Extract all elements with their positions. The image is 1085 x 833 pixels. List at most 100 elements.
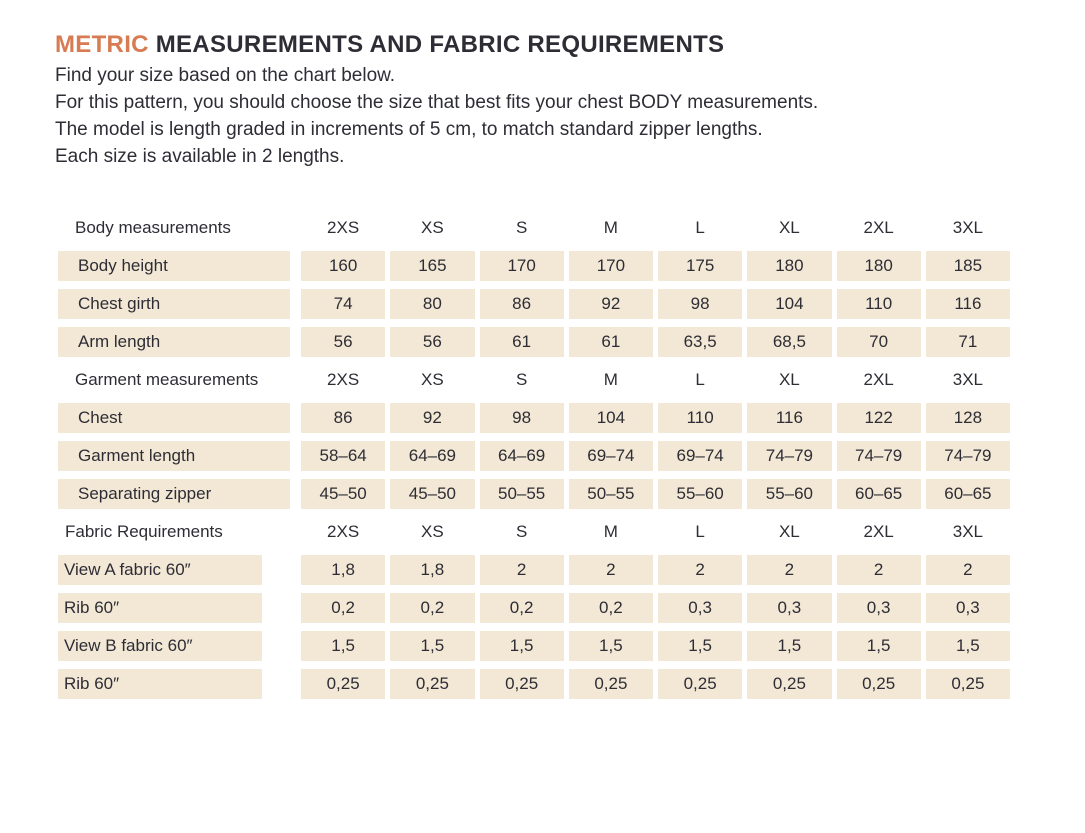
size-header: 2XS (327, 218, 360, 237)
size-header: 2XS (327, 522, 360, 541)
value-cell: 0,3 (747, 593, 832, 623)
value-cell: 64–69 (390, 441, 475, 471)
value-cell: 98 (658, 289, 743, 319)
size-header: 2XL (863, 522, 894, 541)
value-cell: 1,8 (390, 555, 475, 585)
section-header-label: Body measurements (75, 218, 231, 237)
value-cell: 116 (925, 289, 1010, 319)
value-cell: 60–65 (925, 479, 1010, 509)
value-cell: 60–65 (836, 479, 921, 509)
section-header-label: Garment measurements (75, 370, 259, 389)
value-cell: 0,3 (925, 593, 1010, 623)
value-cell: 92 (568, 289, 653, 319)
value-cell: 170 (568, 251, 653, 281)
table-row: View A fabric 60″ 1,8 1,8 2 2 2 2 2 2 (58, 555, 1010, 585)
intro-text: Find your size based on the chart below.… (55, 62, 818, 170)
value-cell: 0,25 (568, 669, 653, 699)
value-cell: 0,25 (390, 669, 475, 699)
size-table: Body measurements 2XS XS S M L XL 2XL 3XL Body he… (58, 213, 1010, 707)
row-label: View A fabric 60″ (58, 555, 262, 585)
size-header: 2XL (863, 218, 894, 237)
value-cell: 92 (390, 403, 475, 433)
page-title: METRIC MEASUREMENTS AND FABRIC REQUIREME… (55, 31, 724, 59)
section-header-row: Body measurements 2XS XS S M L XL 2XL 3XL (58, 213, 1010, 243)
value-cell: 180 (747, 251, 832, 281)
size-header: L (695, 370, 705, 389)
value-cell: 160 (301, 251, 386, 281)
value-cell: 69–74 (568, 441, 653, 471)
table-row: View B fabric 60″ 1,5 1,5 1,5 1,5 1,5 1,5 1,5 1,… (58, 631, 1010, 661)
table-row: Garment length 58–64 64–69 64–69 69–74 69–74 7… (58, 441, 1010, 471)
value-cell: 55–60 (658, 479, 743, 509)
size-header: 3XL (952, 218, 983, 237)
value-cell: 0,2 (568, 593, 653, 623)
table-row: Body height 160 165 170 170 175 180 180 185 (58, 251, 1010, 281)
section-header-row: Fabric Requirements 2XS XS S M L XL 2XL 3XL (58, 517, 1010, 547)
value-cell: 2 (836, 555, 921, 585)
size-header: S (515, 370, 528, 389)
value-cell: 1,5 (658, 631, 743, 661)
value-cell: 74–79 (925, 441, 1010, 471)
size-header: XL (778, 370, 800, 389)
value-cell: 86 (479, 289, 564, 319)
value-cell: 45–50 (390, 479, 475, 509)
table-row: Separating zipper 45–50 45–50 50–55 50–55 55–… (58, 479, 1010, 509)
size-header: M (603, 370, 618, 389)
table-row: Chest 86 92 98 104 110 116 122 128 (58, 403, 1010, 433)
size-header: M (603, 522, 618, 541)
value-cell: 98 (479, 403, 564, 433)
value-cell: 0,3 (658, 593, 743, 623)
value-cell: 128 (925, 403, 1010, 433)
section-header-row: Garment measurements 2XS XS S M L XL 2XL 3XL (58, 365, 1010, 395)
page-title-highlight: METRIC (55, 31, 149, 58)
size-header: XL (778, 522, 800, 541)
value-cell: 69–74 (658, 441, 743, 471)
value-cell: 170 (479, 251, 564, 281)
value-cell: 63,5 (658, 327, 743, 357)
intro-line-4: Each size is available in 2 lengths. (55, 146, 345, 167)
value-cell: 56 (301, 327, 386, 357)
table-row: Chest girth 74 80 86 92 98 104 110 116 (58, 289, 1010, 319)
row-label: Rib 60″ (58, 593, 262, 623)
value-cell: 1,5 (301, 631, 386, 661)
value-cell: 2 (568, 555, 653, 585)
value-cell: 0,25 (747, 669, 832, 699)
size-header: S (515, 218, 528, 237)
value-cell: 61 (568, 327, 653, 357)
row-label: Arm length (58, 327, 290, 357)
size-header: L (695, 522, 705, 541)
size-header: S (515, 522, 528, 541)
intro-line-2: For this pattern, you should choose the … (55, 92, 819, 113)
value-cell: 58–64 (301, 441, 386, 471)
value-cell: 185 (925, 251, 1010, 281)
value-cell: 122 (836, 403, 921, 433)
row-label: Rib 60″ (58, 669, 262, 699)
size-header: 2XS (327, 370, 360, 389)
size-header: XL (778, 218, 800, 237)
value-cell: 50–55 (568, 479, 653, 509)
value-cell: 74 (301, 289, 386, 319)
value-cell: 0,25 (301, 669, 386, 699)
size-header: 3XL (952, 522, 983, 541)
size-header: XS (421, 522, 444, 541)
value-cell: 2 (658, 555, 743, 585)
value-cell: 56 (390, 327, 475, 357)
value-cell: 45–50 (301, 479, 386, 509)
row-label: Garment length (58, 441, 290, 471)
value-cell: 50–55 (479, 479, 564, 509)
table-row: Rib 60″ 0,25 0,25 0,25 0,25 0,25 0,25 0,25 0,25 (58, 669, 1010, 699)
table-row: Arm length 56 56 61 61 63,5 68,5 70 71 (58, 327, 1010, 357)
row-label: Body height (58, 251, 290, 281)
value-cell: 61 (479, 327, 564, 357)
value-cell: 104 (568, 403, 653, 433)
value-cell: 1,5 (390, 631, 475, 661)
value-cell: 165 (390, 251, 475, 281)
row-label: Chest (58, 403, 290, 433)
row-label: View B fabric 60″ (58, 631, 262, 661)
size-header: XS (421, 370, 444, 389)
value-cell: 0,25 (836, 669, 921, 699)
value-cell: 2 (747, 555, 832, 585)
value-cell: 68,5 (747, 327, 832, 357)
value-cell: 110 (836, 289, 921, 319)
